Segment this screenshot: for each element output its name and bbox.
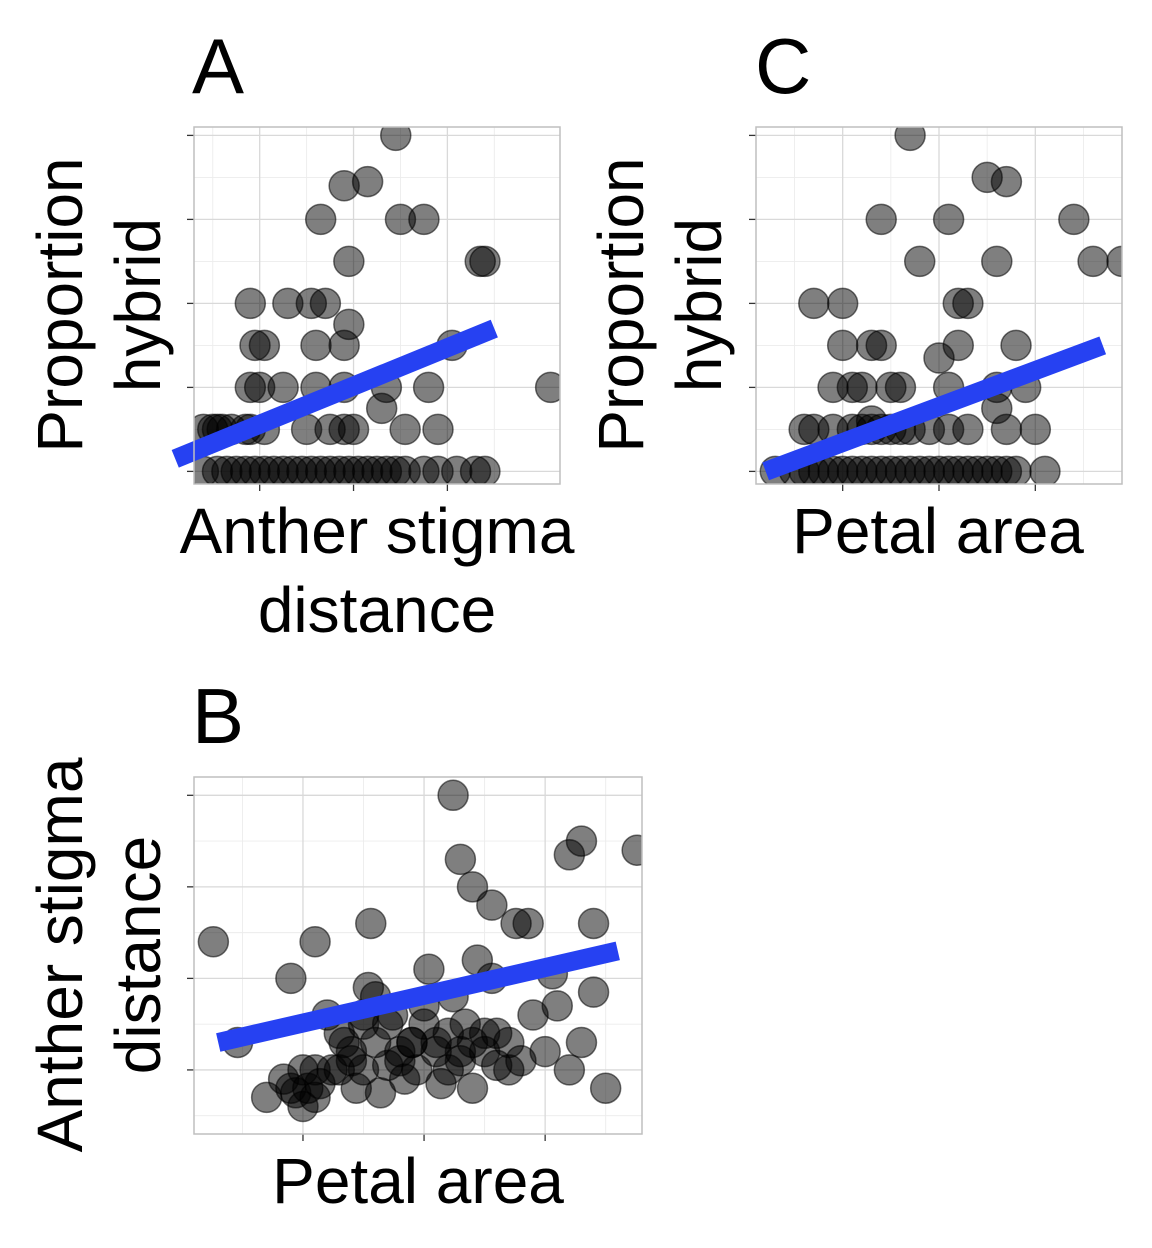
panel-b-data-point <box>512 907 544 940</box>
panel-b-data-point <box>529 1035 561 1068</box>
panel-a: A Anther stigma distance Proportion hybr… <box>24 22 575 646</box>
panel-b-data-point <box>347 1054 380 1086</box>
panel-c-y-axis-label-line-2: hybrid <box>663 218 735 392</box>
panel-a-data-point <box>234 287 267 320</box>
panel-a-x-axis-label-line-2: distance <box>258 574 496 646</box>
panel-c-data-point <box>1000 329 1032 362</box>
panel-c-data-point <box>798 287 830 320</box>
panel-c-data-point <box>1029 455 1061 484</box>
panel-c-data-point <box>826 329 859 362</box>
panel-c-data-point <box>1019 413 1052 446</box>
panel-a-data-point <box>412 371 445 404</box>
panel-b-data-point <box>444 843 477 876</box>
panel-c-data-point <box>1000 455 1032 484</box>
panel-a-data-point <box>333 245 365 278</box>
panel-a-data-point <box>300 329 332 362</box>
panel-b-data-point <box>621 834 642 866</box>
panel-b-data-point <box>565 1026 598 1059</box>
panel-a-data-point <box>469 455 501 484</box>
panel-b-x-axis-label: Petal area <box>272 1145 564 1217</box>
panel-b-data-point <box>437 779 469 812</box>
panel-b-data-point <box>275 962 307 995</box>
panel-a-data-point <box>380 127 412 152</box>
panel-c-data-point <box>942 329 975 362</box>
panel-c-data-point <box>990 165 1023 198</box>
panel-a-frame <box>193 126 561 485</box>
panel-a-data-point <box>267 371 299 404</box>
panel-c-y-axis-label-line-1: Proportion <box>585 157 657 452</box>
panel-c-regression-line <box>762 336 1107 481</box>
panel-a-data-point <box>389 413 421 446</box>
panel-c-data-point <box>1106 245 1122 278</box>
panel-c-data-point <box>903 245 936 278</box>
panel-b-data-point <box>456 871 489 903</box>
panel-a-y-axis-label-line-2: hybrid <box>102 218 174 392</box>
panel-a-data-point <box>365 392 398 425</box>
panel-b-data-point <box>565 825 598 857</box>
panel-a-data-point <box>422 413 454 446</box>
panel-c-data-point <box>894 127 926 152</box>
panel-b-data-point <box>589 1072 622 1104</box>
panel-b-letter: B <box>192 672 244 760</box>
panel-c-data-point <box>952 287 984 320</box>
panel-c-letter: C <box>755 22 811 110</box>
panel-b-frame <box>193 776 643 1135</box>
panel-c-data-point <box>865 203 897 236</box>
panel-c-data-point <box>1058 203 1090 236</box>
panel-b-data-point <box>413 953 445 985</box>
panel-b: B Petal area Anther stigma distance <box>24 672 643 1217</box>
panel-b-y-axis-label-line-1: Anther stigma <box>24 757 96 1152</box>
panel-c-data-point <box>932 203 965 236</box>
panel-c-frame <box>755 126 1123 485</box>
panel-c-x-axis-label: Petal area <box>792 495 1084 567</box>
panel-a-y-axis-label-line-1: Proportion <box>24 157 96 452</box>
panel-a-data-point <box>309 287 342 320</box>
panel-a-regression-line <box>171 319 498 468</box>
panel-c-data-point <box>826 287 859 320</box>
panel-b-data-point <box>577 976 610 1008</box>
panel-a-data-point <box>248 329 281 362</box>
panel-a-x-axis-label-line-1: Anther stigma <box>180 495 575 567</box>
panel-b-data-point <box>541 990 573 1022</box>
panel-c-data-point <box>884 371 917 404</box>
panel-c-data-point <box>865 329 897 362</box>
panel-b-plot-area <box>187 776 643 1141</box>
panel-a-data-point <box>337 413 370 446</box>
panel-c: C Petal area Proportion hybrid <box>585 22 1123 567</box>
panel-b-points <box>197 779 642 1123</box>
panel-b-regression-line <box>216 941 620 1052</box>
panel-b-data-point <box>553 1054 586 1086</box>
panel-a-data-point <box>328 329 360 362</box>
panel-b-data-point <box>287 1090 319 1123</box>
panel-a-data-point <box>304 203 337 236</box>
panel-a-data-point <box>534 371 560 404</box>
panel-b-data-point <box>456 1072 489 1104</box>
panel-b-data-point <box>493 1026 525 1059</box>
panel-b-data-point <box>476 889 508 921</box>
panel-a-data-point <box>351 165 384 198</box>
panel-b-data-point <box>299 926 331 958</box>
panel-a-data-point <box>408 203 440 236</box>
panel-c-plot-area <box>749 126 1123 491</box>
panel-c-data-point <box>952 413 984 446</box>
panel-a-data-point <box>464 245 496 278</box>
panel-b-data-point <box>355 907 387 940</box>
panel-b-y-axis-label-line-2: distance <box>102 836 174 1074</box>
panel-c-data-point <box>1077 245 1109 278</box>
panel-b-data-point <box>577 907 610 940</box>
panel-a-plot-area <box>171 126 561 491</box>
panel-b-data-point <box>197 926 230 958</box>
panel-c-data-point <box>981 245 1013 278</box>
panel-a-letter: A <box>192 22 244 110</box>
panel-c-data-point <box>846 371 878 404</box>
